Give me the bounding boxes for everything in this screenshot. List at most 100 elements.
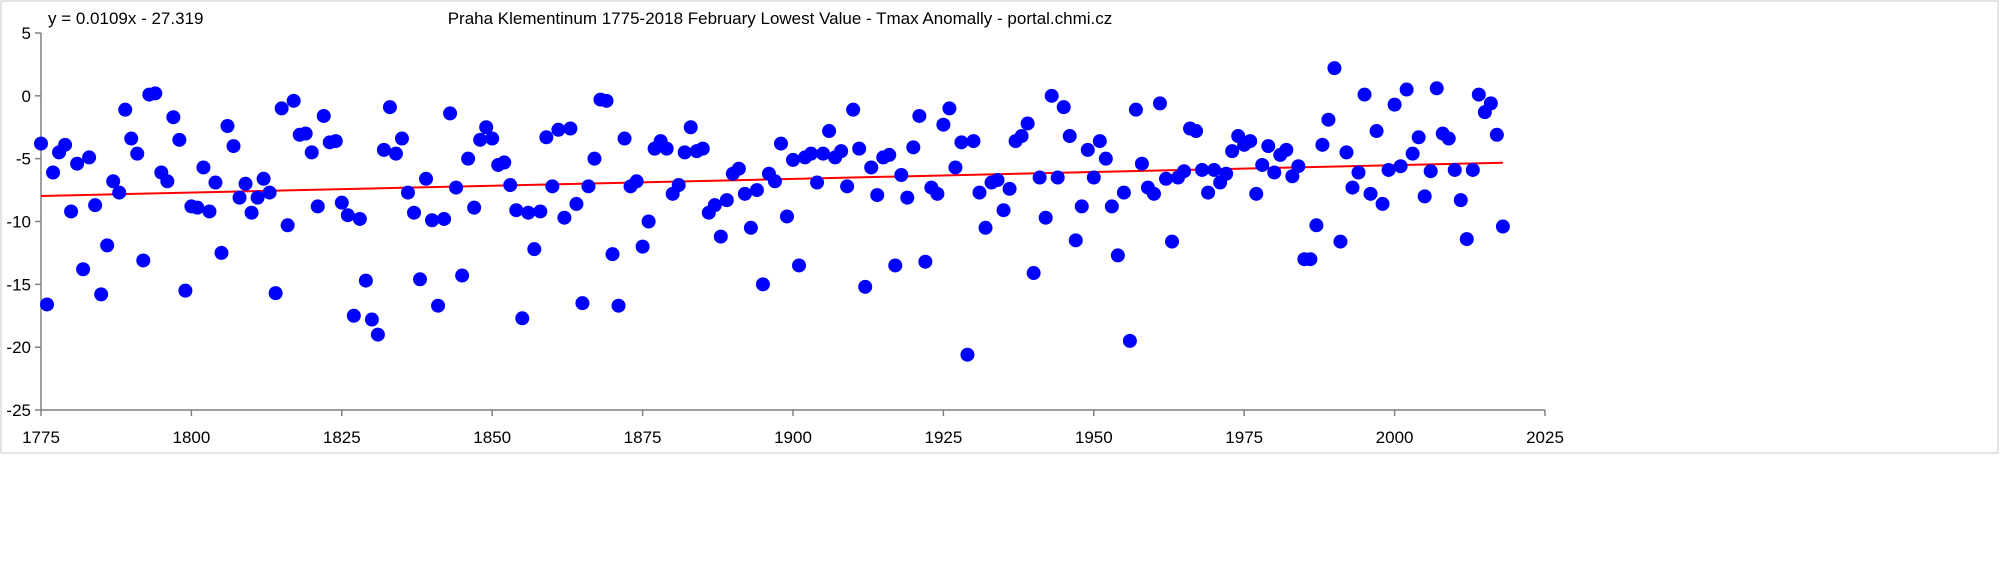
data-point: [1351, 165, 1366, 180]
data-point: [894, 168, 909, 183]
data-point: [1489, 127, 1504, 142]
data-point: [683, 120, 698, 135]
data-point: [557, 210, 572, 225]
data-point: [455, 268, 470, 283]
data-point: [515, 311, 530, 326]
data-point: [1146, 186, 1161, 201]
data-point: [310, 199, 325, 214]
y-tick-label: -5: [16, 150, 31, 169]
data-point: [1285, 169, 1300, 184]
data-point: [786, 152, 800, 167]
data-point: [521, 205, 536, 220]
data-point: [1483, 96, 1498, 111]
data-point: [1405, 146, 1420, 161]
data-point: [1116, 185, 1131, 200]
data-point: [659, 141, 674, 156]
data-point: [551, 122, 566, 137]
data-point: [503, 178, 518, 193]
data-point: [1195, 162, 1210, 177]
data-point: [1110, 248, 1125, 263]
data-point: [334, 195, 349, 210]
data-point: [1261, 139, 1276, 154]
y-tick-label: -10: [6, 213, 31, 232]
data-point: [1375, 196, 1390, 211]
data-point: [82, 150, 97, 165]
data-point: [569, 196, 584, 211]
data-point: [413, 272, 428, 287]
data-point: [166, 110, 181, 125]
data-point: [773, 136, 788, 151]
data-point: [148, 86, 163, 101]
data-point: [1381, 162, 1396, 177]
data-point: [400, 185, 415, 200]
data-point: [1417, 189, 1432, 204]
data-point: [545, 179, 560, 194]
data-point: [46, 165, 61, 180]
data-point: [533, 204, 548, 219]
data-point: [948, 160, 963, 175]
data-point: [286, 93, 301, 108]
data-point: [406, 205, 421, 220]
axes: 5 0 -5 -10 -15 -20 -25 1775 1800 1825 1850 1875 1900…: [6, 24, 1563, 447]
data-point: [1080, 142, 1095, 157]
data-point: [617, 131, 632, 146]
data-point: [425, 213, 440, 228]
data-point: [70, 156, 85, 171]
data-point: [358, 273, 373, 288]
data-point: [810, 175, 825, 190]
data-point: [1243, 134, 1258, 149]
data-point: [629, 174, 644, 189]
data-point: [1429, 81, 1444, 96]
data-point: [635, 239, 650, 254]
data-point: [978, 220, 993, 235]
data-point: [136, 253, 151, 268]
y-tick-label: -20: [6, 338, 31, 357]
data-point: [840, 179, 855, 194]
data-point: [1068, 233, 1083, 248]
data-point: [954, 135, 969, 150]
x-tick-label: 1950: [1075, 428, 1113, 447]
y-tick-label: -25: [6, 401, 31, 420]
data-point: [707, 198, 722, 213]
x-tick-label: 1800: [172, 428, 210, 447]
data-point: [1303, 252, 1318, 267]
data-point: [250, 190, 265, 205]
data-point: [316, 108, 331, 123]
data-point: [966, 134, 981, 149]
data-point: [737, 186, 752, 201]
data-point: [1363, 186, 1378, 201]
data-point: [1315, 137, 1330, 152]
data-point: [1291, 159, 1306, 174]
data-point: [804, 146, 819, 161]
data-point: [473, 132, 488, 147]
data-point: [431, 298, 446, 313]
data-point: [34, 136, 48, 151]
data-point: [1465, 162, 1480, 177]
data-point: [888, 258, 903, 273]
data-point: [1219, 166, 1234, 181]
data-point: [112, 185, 127, 200]
data-point: [1044, 88, 1059, 103]
data-point: [1092, 134, 1107, 149]
x-tick-label: 1775: [22, 428, 60, 447]
data-point: [779, 209, 794, 224]
data-point: [1255, 157, 1270, 172]
data-point: [906, 140, 921, 155]
data-point: [846, 102, 861, 117]
data-point: [870, 188, 885, 203]
data-point: [118, 102, 133, 117]
data-point: [1387, 97, 1402, 112]
data-point: [274, 101, 289, 116]
data-point: [611, 298, 626, 313]
data-point: [864, 160, 879, 175]
data-point: [58, 137, 73, 152]
data-point: [767, 174, 782, 189]
data-point: [1104, 199, 1119, 214]
data-point: [671, 178, 686, 193]
data-point: [1321, 112, 1336, 127]
data-point: [731, 161, 746, 176]
data-point: [918, 254, 933, 269]
data-point: [852, 141, 867, 156]
data-point: [695, 141, 710, 156]
data-point: [936, 117, 951, 132]
